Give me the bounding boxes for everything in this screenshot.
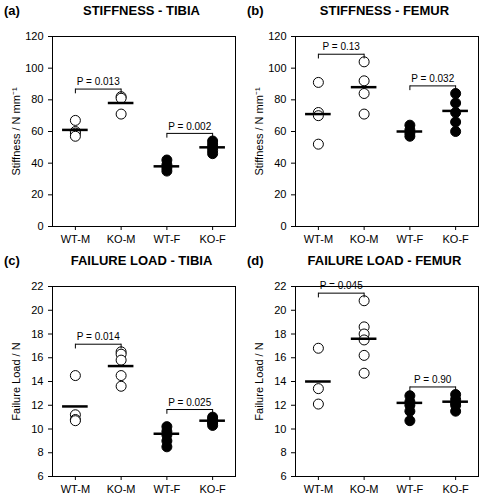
svg-text:20: 20: [274, 304, 286, 316]
html-text:FAILURE LOAD - FEMUR: FAILURE LOAD - FEMUR: [307, 253, 462, 268]
svg-text:P = 0.002: P = 0.002: [168, 121, 211, 132]
svg-text:P = 0.014: P = 0.014: [77, 331, 120, 342]
svg-text:16: 16: [31, 351, 43, 363]
svg-text:22: 22: [31, 280, 43, 292]
svg-text:20: 20: [274, 188, 286, 200]
svg-text:KO-M: KO-M: [107, 483, 136, 495]
svg-text:P = 0.13: P = 0.13: [323, 41, 361, 52]
svg-text:60: 60: [31, 125, 43, 137]
svg-text:P = 0.90: P = 0.90: [414, 374, 452, 385]
svg-text:20: 20: [31, 188, 43, 200]
svg-text:WT-M: WT-M: [304, 233, 333, 245]
html-text:(d): (d): [247, 253, 264, 268]
svg-text:Stiffness / N mm⁻¹: Stiffness / N mm⁻¹: [10, 87, 22, 175]
svg-text:16: 16: [274, 351, 286, 363]
svg-text:8: 8: [37, 446, 43, 458]
html-text:STIFFNESS - TIBIA: STIFFNESS - TIBIA: [83, 3, 200, 18]
html-text:(a): (a): [4, 3, 20, 18]
svg-text:P = 0.025: P = 0.025: [168, 397, 211, 408]
svg-text:120: 120: [25, 30, 43, 42]
svg-text:14: 14: [31, 375, 43, 387]
html-text:FAILURE LOAD - TIBIA: FAILURE LOAD - TIBIA: [70, 253, 213, 268]
svg-text:KO-M: KO-M: [107, 233, 136, 245]
svg-text:P = 0.032: P = 0.032: [411, 73, 454, 84]
svg-text:18: 18: [31, 328, 43, 340]
svg-text:KO-F: KO-F: [199, 233, 226, 245]
svg-text:6: 6: [37, 470, 43, 482]
svg-text:6: 6: [280, 470, 286, 482]
svg-text:40: 40: [274, 157, 286, 169]
svg-text:0: 0: [280, 220, 286, 232]
svg-text:22: 22: [274, 280, 286, 292]
svg-text:KO-F: KO-F: [442, 233, 469, 245]
svg-text:12: 12: [31, 399, 43, 411]
svg-text:10: 10: [274, 423, 286, 435]
svg-text:WT-F: WT-F: [153, 483, 180, 495]
svg-text:100: 100: [25, 62, 43, 74]
svg-text:12: 12: [274, 399, 286, 411]
svg-text:80: 80: [274, 93, 286, 105]
svg-text:18: 18: [274, 328, 286, 340]
svg-text:60: 60: [274, 125, 286, 137]
svg-text:Failure Load / N: Failure Load / N: [10, 342, 22, 420]
svg-text:P = 0.013: P = 0.013: [77, 76, 120, 87]
svg-text:WT-F: WT-F: [396, 233, 423, 245]
svg-text:14: 14: [274, 375, 286, 387]
svg-text:WT-M: WT-M: [61, 483, 90, 495]
svg-text:KO-M: KO-M: [350, 233, 379, 245]
svg-text:WT-M: WT-M: [61, 233, 90, 245]
html-text:(b): (b): [247, 3, 264, 18]
svg-text:20: 20: [31, 304, 43, 316]
svg-text:WT-M: WT-M: [304, 483, 333, 495]
svg-text:WT-F: WT-F: [153, 233, 180, 245]
svg-text:100: 100: [268, 62, 286, 74]
svg-text:KO-F: KO-F: [442, 483, 469, 495]
svg-text:Failure Load / N: Failure Load / N: [253, 342, 265, 420]
svg-text:WT-F: WT-F: [396, 483, 423, 495]
svg-text:P = 0.045: P = 0.045: [320, 280, 363, 291]
svg-text:120: 120: [268, 30, 286, 42]
svg-text:8: 8: [280, 446, 286, 458]
svg-text:0: 0: [37, 220, 43, 232]
svg-text:KO-M: KO-M: [350, 483, 379, 495]
html-text:STIFFNESS - FEMUR: STIFFNESS - FEMUR: [319, 3, 450, 18]
svg-text:Stiffness / N mm⁻¹: Stiffness / N mm⁻¹: [253, 87, 265, 175]
svg-text:KO-F: KO-F: [199, 483, 226, 495]
svg-text:80: 80: [31, 93, 43, 105]
svg-text:40: 40: [31, 157, 43, 169]
svg-text:10: 10: [31, 423, 43, 435]
html-text:(c): (c): [4, 253, 20, 268]
